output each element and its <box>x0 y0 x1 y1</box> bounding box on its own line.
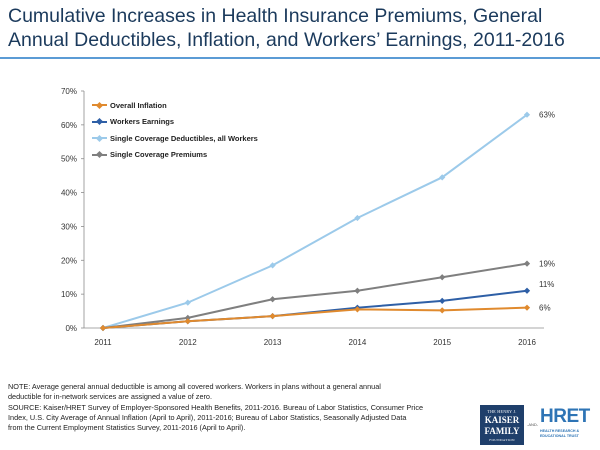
data-point <box>439 274 446 281</box>
legend-item: Single Coverage Premiums <box>92 147 258 164</box>
data-point <box>439 297 446 305</box>
data-label: 11% <box>539 280 554 289</box>
source-line: from the Current Employment Statistics S… <box>8 423 246 433</box>
source-line: SOURCE: Kaiser/HRET Survey of Employer-S… <box>8 402 424 412</box>
y-tick-label: 60% <box>61 121 77 130</box>
data-label: 6% <box>539 304 551 313</box>
legend-item: Single Coverage Deductibles, all Workers <box>92 130 258 147</box>
kff-logo-line: FOUNDATION <box>489 438 515 442</box>
y-tick-label: 40% <box>61 189 77 198</box>
y-tick-label: 0% <box>65 324 77 333</box>
kff-logo-name: KAISER <box>484 415 520 425</box>
data-point <box>354 306 361 313</box>
hret-logo-line: HEALTH RESEARCH & <box>540 429 580 433</box>
title-divider <box>0 57 600 59</box>
series-line <box>102 113 528 329</box>
chart-legend: Overall Inflation Workers Earnings Single … <box>92 97 258 163</box>
x-tick-label: 2015 <box>433 338 451 347</box>
data-label: 19% <box>539 260 555 269</box>
data-label: 63% <box>539 111 555 120</box>
legend-item: Workers Earnings <box>92 114 258 131</box>
legend-label: Single Coverage Premiums <box>110 150 208 160</box>
legend-label: Overall Inflation <box>110 100 167 110</box>
y-tick-label: 70% <box>61 87 77 96</box>
y-tick-label: 10% <box>61 290 77 299</box>
hret-logo-name: HRET <box>540 406 590 427</box>
note-line: NOTE: Average general annual deductible … <box>8 382 381 391</box>
series-line <box>102 262 528 329</box>
data-point <box>354 287 361 294</box>
y-tick-label: 50% <box>61 155 77 164</box>
x-tick-label: 2016 <box>518 338 536 347</box>
data-point <box>523 260 531 267</box>
legend-swatch <box>92 118 107 126</box>
y-tick-label: 30% <box>61 222 77 231</box>
line-chart: 0% 10% 20% 30% 40% 50% 60% 70% 2011 2012 2013 2014 2… <box>61 87 555 347</box>
logo-separator: -AND- <box>527 422 539 427</box>
data-point <box>184 299 191 306</box>
note-line: deductible for in-network services are a… <box>8 392 213 402</box>
x-tick-label: 2014 <box>349 338 367 347</box>
data-point <box>99 324 107 332</box>
legend-item: Overall Inflation <box>92 97 258 114</box>
kff-logo-name: FAMILY <box>484 426 520 436</box>
data-point <box>439 307 446 314</box>
data-point <box>523 304 531 311</box>
x-tick-label: 2012 <box>179 338 197 347</box>
y-tick-label: 20% <box>61 256 77 265</box>
kff-logo-line: THE HENRY J. <box>487 409 517 414</box>
hret-logo-line: EDUCATIONAL TRUST <box>540 433 579 438</box>
chart-title: Cumulative Increases in Health Insurance… <box>8 5 565 51</box>
series-line <box>102 306 528 329</box>
legend-label: Workers Earnings <box>110 117 175 127</box>
legend-swatch <box>92 101 107 109</box>
chart-note: NOTE: Average general annual deductible … <box>8 382 468 433</box>
x-tick-label: 2011 <box>94 338 112 347</box>
data-point <box>523 287 531 294</box>
legend-swatch <box>92 134 107 142</box>
data-point <box>269 296 276 303</box>
kff-logo: THE HENRY J. KAISER FAMILY FOUNDATION <box>480 405 524 445</box>
data-point <box>269 313 276 320</box>
legend-swatch <box>92 151 107 159</box>
source-line: Index, U.S. City Average of Annual Infla… <box>8 412 407 422</box>
legend-label: Single Coverage Deductibles, all Workers <box>110 133 258 143</box>
hret-logo: HRET HEALTH RESEARCH & EDUCATIONAL TRUST <box>540 405 596 445</box>
data-point <box>269 262 276 269</box>
x-tick-label: 2013 <box>264 338 282 347</box>
logos: THE HENRY J. KAISER FAMILY FOUNDATION -A… <box>478 405 596 445</box>
